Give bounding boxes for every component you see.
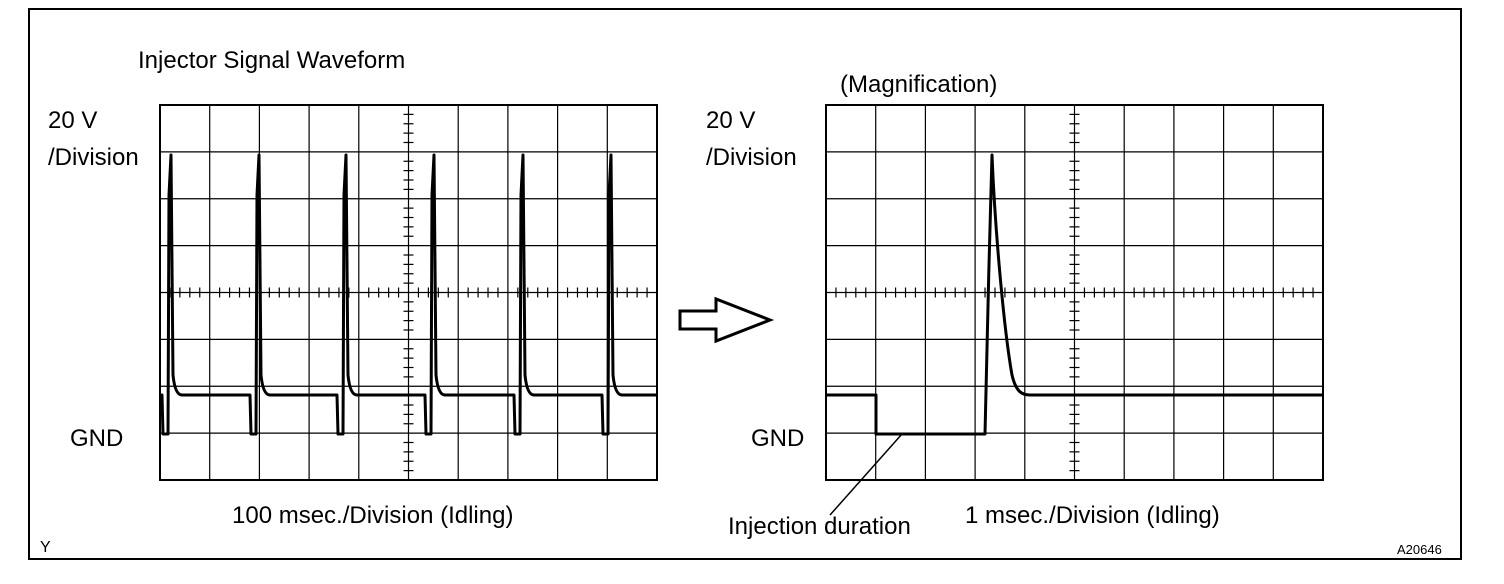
injection-duration-label: Injection duration xyxy=(728,513,911,540)
right-scale-volts: 20 V xyxy=(706,107,756,134)
right-title: (Magnification) xyxy=(840,71,998,98)
right-time-label: 1 msec./Division (Idling) xyxy=(965,502,1220,529)
left-gnd-label: GND xyxy=(70,425,124,452)
left-scale-division: /Division xyxy=(48,144,139,171)
right-arrow-icon xyxy=(678,296,775,344)
right-oscilloscope-grid xyxy=(825,104,1324,481)
corner-letter: Y xyxy=(40,539,51,556)
figure-id: A20646 xyxy=(1397,542,1442,557)
right-magnified-waveform xyxy=(826,153,1324,436)
left-title: Injector Signal Waveform xyxy=(138,47,406,74)
figure-frame xyxy=(28,8,1462,560)
left-injector-waveform xyxy=(160,153,657,436)
injection-duration-leader-line xyxy=(829,433,903,516)
right-scale-division: /Division xyxy=(706,144,797,171)
left-scale-volts: 20 V xyxy=(48,107,98,134)
left-time-label: 100 msec./Division (Idling) xyxy=(232,502,514,529)
right-gnd-label: GND xyxy=(751,425,805,452)
left-oscilloscope-grid xyxy=(159,104,658,481)
